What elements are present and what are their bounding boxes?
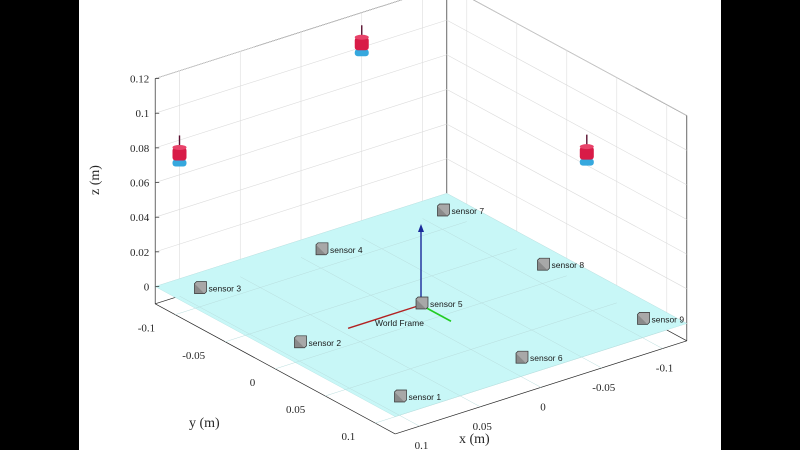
world-frame-label: World Frame: [375, 318, 424, 328]
magnet-marker: [354, 25, 369, 57]
sensor-label: sensor 3: [209, 284, 242, 294]
frame-x-axis: [347, 304, 422, 329]
sensor-label: sensor 8: [552, 260, 585, 270]
sensor-marker: sensor 9: [637, 312, 685, 325]
y-tick-label: -0.05: [182, 350, 205, 362]
sensor-cube-top: [194, 281, 207, 294]
magnets: [172, 25, 594, 167]
sensor-marker: sensor 1: [394, 389, 442, 403]
sensor-cube-top: [294, 335, 307, 349]
plot-area: sensor 1 sensor 2 sensor 3 sensor 4 sensor 5…: [79, 0, 721, 450]
x-tick-label: 0.05: [473, 421, 493, 433]
sensor-marker: sensor 8: [537, 257, 585, 271]
magnet-body: [172, 147, 187, 161]
sensor-label: sensor 2: [309, 338, 342, 348]
magnet-marker: [172, 135, 187, 167]
sensor-cube-top: [537, 257, 550, 271]
z-tick-label: 0.02: [130, 247, 149, 259]
magnet-base: [172, 159, 187, 167]
sensor-marker: sensor 5: [415, 296, 463, 310]
sensor-cube-top: [394, 389, 407, 403]
magnet-cap: [579, 144, 594, 150]
sensor-label: sensor 5: [430, 299, 463, 309]
z-tick-label: 0.06: [130, 178, 150, 190]
sensor-marker: sensor 6: [515, 350, 563, 364]
sensor-label: sensor 7: [452, 206, 485, 216]
x-tick-label: 0.1: [415, 440, 429, 450]
x-tick-label: -0.1: [656, 363, 673, 375]
3d-scatter-plot: sensor 1 sensor 2 sensor 3 sensor 4 sensor 5…: [88, 0, 688, 450]
sensor-label: sensor 4: [330, 245, 363, 255]
sensor-cube-top: [315, 242, 329, 256]
z-tick-label: 0: [144, 282, 150, 294]
magnet-body: [579, 146, 594, 160]
sensor-cube-top: [637, 312, 650, 325]
magnet-cap: [172, 144, 187, 150]
floor-grid-line: [325, 302, 617, 397]
magnet-marker: [579, 134, 594, 166]
magnet-cap: [354, 34, 369, 40]
x-tick-label: 0: [540, 401, 546, 413]
sensor-cube-top: [437, 203, 450, 217]
sensor-cube-top: [415, 296, 429, 310]
plane-grid-lines: [175, 218, 667, 427]
sensor-label: sensor 9: [652, 314, 685, 324]
sensor-marker: sensor 2: [294, 335, 342, 349]
y-tick-label: 0.05: [286, 404, 306, 416]
sensor-marker: sensor 7: [437, 203, 485, 217]
sensor-label: sensor 1: [409, 392, 442, 402]
tick-labels: 0 0.02 0.04 0.06 0.08 0.1 0.12 -0.1 -0.05 0 0.05 0.…: [130, 74, 673, 450]
z-tick-label: 0.04: [130, 212, 150, 224]
frame-z-arrowhead: [418, 224, 424, 233]
sensor-cube-top: [515, 350, 529, 364]
y-tick-label: -0.1: [138, 323, 155, 335]
floor-grid-line: [175, 221, 467, 315]
z-tick-label: 0.1: [135, 108, 149, 120]
z-tick-label: 0.12: [130, 74, 149, 86]
y-axis-label: y (m): [189, 416, 220, 431]
magnet-body: [354, 37, 369, 51]
z-axis-label: z (m): [88, 165, 103, 195]
floor-grid-line: [275, 275, 567, 370]
floor-grid-line: [225, 248, 517, 343]
sensor-marker: sensor 4: [315, 242, 363, 256]
z-tick-label: 0.08: [130, 143, 150, 155]
x-tick-label: -0.05: [592, 382, 615, 394]
sensors: sensor 1 sensor 2 sensor 3 sensor 4 sensor 5…: [194, 203, 685, 403]
y-tick-label: 0.1: [341, 431, 355, 443]
floor-grid-line: [375, 329, 667, 424]
y-tick-label: 0: [250, 377, 256, 389]
sensor-label: sensor 6: [530, 353, 563, 363]
sensor-marker: sensor 3: [194, 281, 242, 294]
magnet-base: [579, 158, 594, 166]
magnet-base: [354, 49, 369, 57]
x-axis-label: x (m): [459, 432, 490, 447]
